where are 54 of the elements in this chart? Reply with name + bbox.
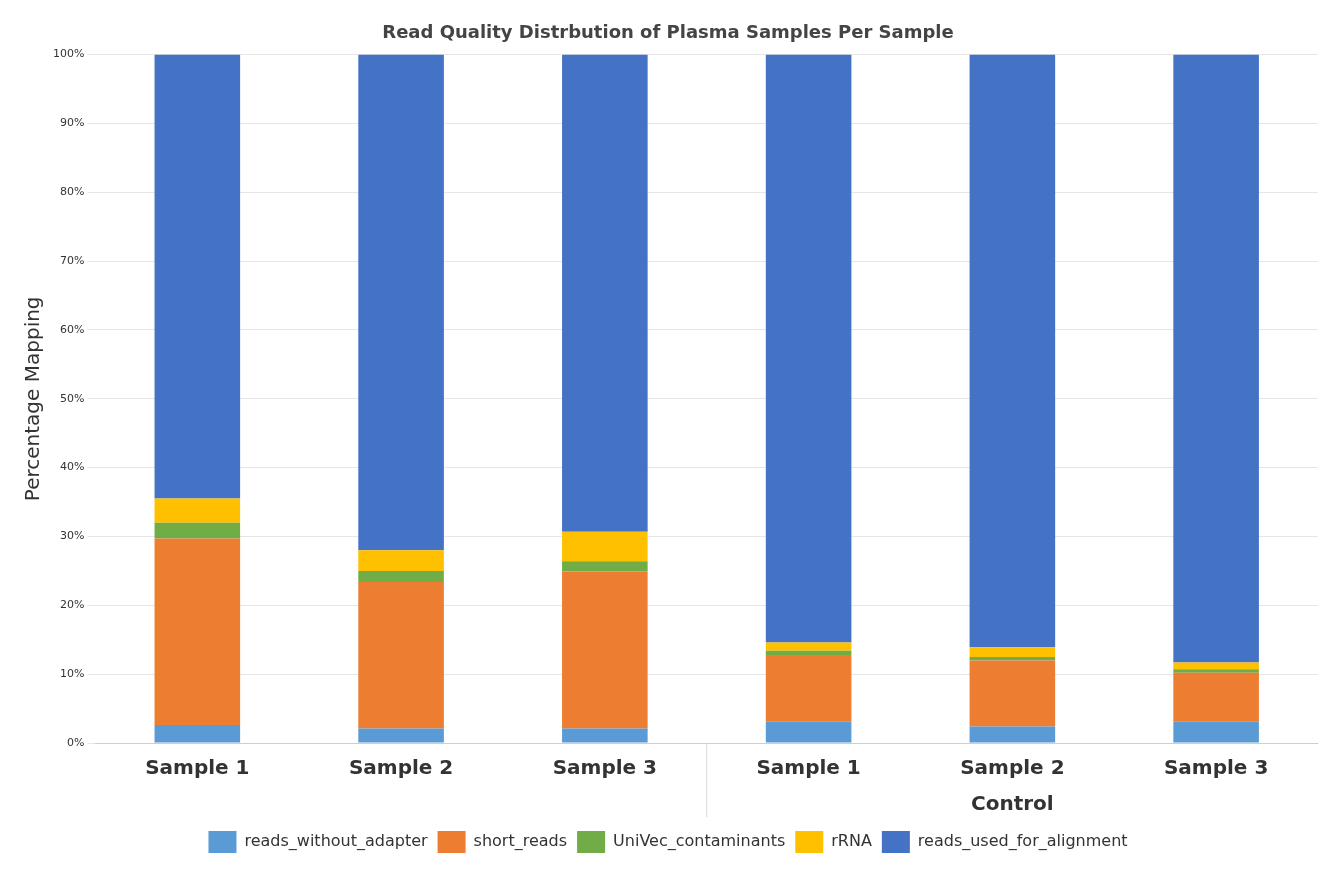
- y-tick-label: 50%: [59, 391, 85, 405]
- bar: [969, 660, 1056, 727]
- bar: [969, 647, 1056, 657]
- y-tick-label: 100%: [52, 47, 85, 61]
- bar: [1173, 721, 1259, 743]
- y-tick-label: 20%: [59, 598, 85, 612]
- y-tick-label: 90%: [59, 116, 85, 130]
- y-tick-label: 10%: [59, 667, 85, 681]
- x-tick-label: Sample 3: [1163, 755, 1269, 780]
- bar: [154, 725, 241, 743]
- text: Control: [971, 791, 1054, 816]
- bar: [1173, 54, 1259, 663]
- bar: [765, 654, 852, 722]
- y-tick-label: 80%: [59, 185, 85, 199]
- chart-title: Read Quality Distrbution of Plasma Samples Per Sample: [382, 21, 954, 43]
- x-tick-label: Sample 2: [960, 755, 1065, 780]
- y-tick-label: 40%: [59, 460, 85, 474]
- bar: [358, 570, 444, 582]
- bar: [765, 54, 852, 643]
- legend-label: short_reads: [473, 831, 568, 852]
- bar: [562, 728, 648, 743]
- bar: [562, 54, 648, 532]
- bar: [1173, 669, 1259, 673]
- x-tick-label: Sample 3: [552, 755, 658, 780]
- bar: [562, 571, 648, 729]
- bar: [358, 581, 444, 729]
- bar: [969, 54, 1056, 648]
- y-axis-title: Percentage Mapping: [20, 296, 45, 502]
- y-tick-label: 0%: [66, 735, 85, 749]
- legend-label: reads_without_adapter: [244, 831, 429, 852]
- bar: [154, 498, 241, 523]
- bar: [1173, 662, 1259, 670]
- bar: [765, 650, 852, 655]
- bar: [1173, 672, 1259, 722]
- bar: [358, 728, 444, 743]
- bar: [358, 550, 444, 571]
- legend-label: reads_used_for_alignment: [917, 831, 1128, 852]
- bar: [765, 721, 852, 743]
- bar: [154, 538, 241, 726]
- y-tick-label: 70%: [59, 253, 85, 267]
- y-tick-label: 30%: [59, 529, 85, 543]
- bar: [562, 531, 648, 562]
- legend-label: rRNA: [831, 831, 872, 851]
- x-tick-label: Sample 1: [756, 755, 861, 780]
- bar: [562, 561, 648, 572]
- bar: [154, 54, 241, 499]
- x-tick-label: Sample 1: [145, 755, 250, 780]
- bar: [358, 54, 444, 551]
- x-tick-label: Sample 2: [348, 755, 454, 780]
- bar: [969, 726, 1056, 743]
- bar: [154, 522, 241, 539]
- y-tick-label: 60%: [59, 322, 85, 336]
- legend-label: UniVec_contaminants: [613, 831, 786, 852]
- bar: [765, 642, 852, 651]
